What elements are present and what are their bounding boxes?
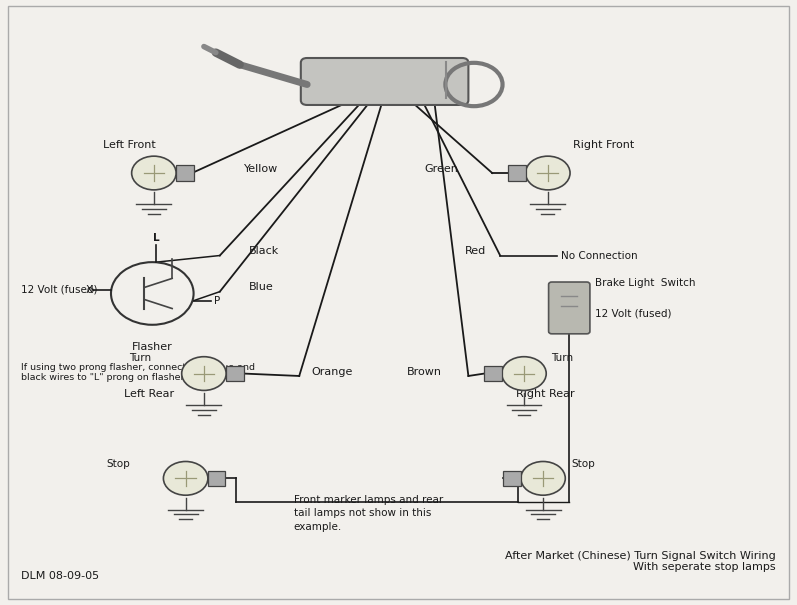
FancyBboxPatch shape xyxy=(548,282,590,334)
Text: Right Front: Right Front xyxy=(573,140,634,149)
Circle shape xyxy=(502,357,546,390)
Text: Flasher: Flasher xyxy=(132,342,173,352)
FancyBboxPatch shape xyxy=(504,471,520,486)
Text: P: P xyxy=(214,296,221,306)
Circle shape xyxy=(520,462,565,495)
Text: Right Rear: Right Rear xyxy=(516,389,575,399)
FancyBboxPatch shape xyxy=(226,366,244,381)
Text: 12 Volt (fused): 12 Volt (fused) xyxy=(595,309,671,318)
Text: Black: Black xyxy=(249,246,280,257)
Circle shape xyxy=(132,156,176,190)
Text: Turn: Turn xyxy=(551,353,573,363)
Text: X: X xyxy=(85,286,92,295)
Text: L: L xyxy=(153,233,159,243)
Text: Left Rear: Left Rear xyxy=(124,389,175,399)
Text: Brake Light  Switch: Brake Light Switch xyxy=(595,278,695,288)
Text: Brown: Brown xyxy=(407,367,442,377)
Text: DLM 08-09-05: DLM 08-09-05 xyxy=(22,571,100,581)
Text: Orange: Orange xyxy=(311,367,352,377)
Text: No Connection: No Connection xyxy=(561,250,638,261)
Text: Turn: Turn xyxy=(128,353,151,363)
Text: 12 Volt (fused): 12 Volt (fused) xyxy=(22,284,98,294)
Circle shape xyxy=(163,462,208,495)
Text: If using two prong flasher, connect both blue and
black wires to "L" prong on fl: If using two prong flasher, connect both… xyxy=(22,363,255,382)
Text: Stop: Stop xyxy=(106,459,130,469)
Text: After Market (Chinese) Turn Signal Switch Wiring
With seperate stop lamps: After Market (Chinese) Turn Signal Switc… xyxy=(505,551,775,572)
Text: Front marker lamps and rear
tail lamps not show in this
example.: Front marker lamps and rear tail lamps n… xyxy=(293,495,443,532)
FancyBboxPatch shape xyxy=(208,471,226,486)
Circle shape xyxy=(525,156,570,190)
FancyBboxPatch shape xyxy=(508,165,525,181)
Text: Yellow: Yellow xyxy=(244,164,278,174)
Text: Left Front: Left Front xyxy=(103,140,155,149)
Text: Blue: Blue xyxy=(249,283,274,292)
Text: Stop: Stop xyxy=(571,459,595,469)
Text: Green: Green xyxy=(424,164,458,174)
FancyBboxPatch shape xyxy=(300,58,469,105)
FancyBboxPatch shape xyxy=(485,366,502,381)
FancyBboxPatch shape xyxy=(176,165,194,181)
Text: Red: Red xyxy=(465,246,486,257)
Circle shape xyxy=(182,357,226,390)
